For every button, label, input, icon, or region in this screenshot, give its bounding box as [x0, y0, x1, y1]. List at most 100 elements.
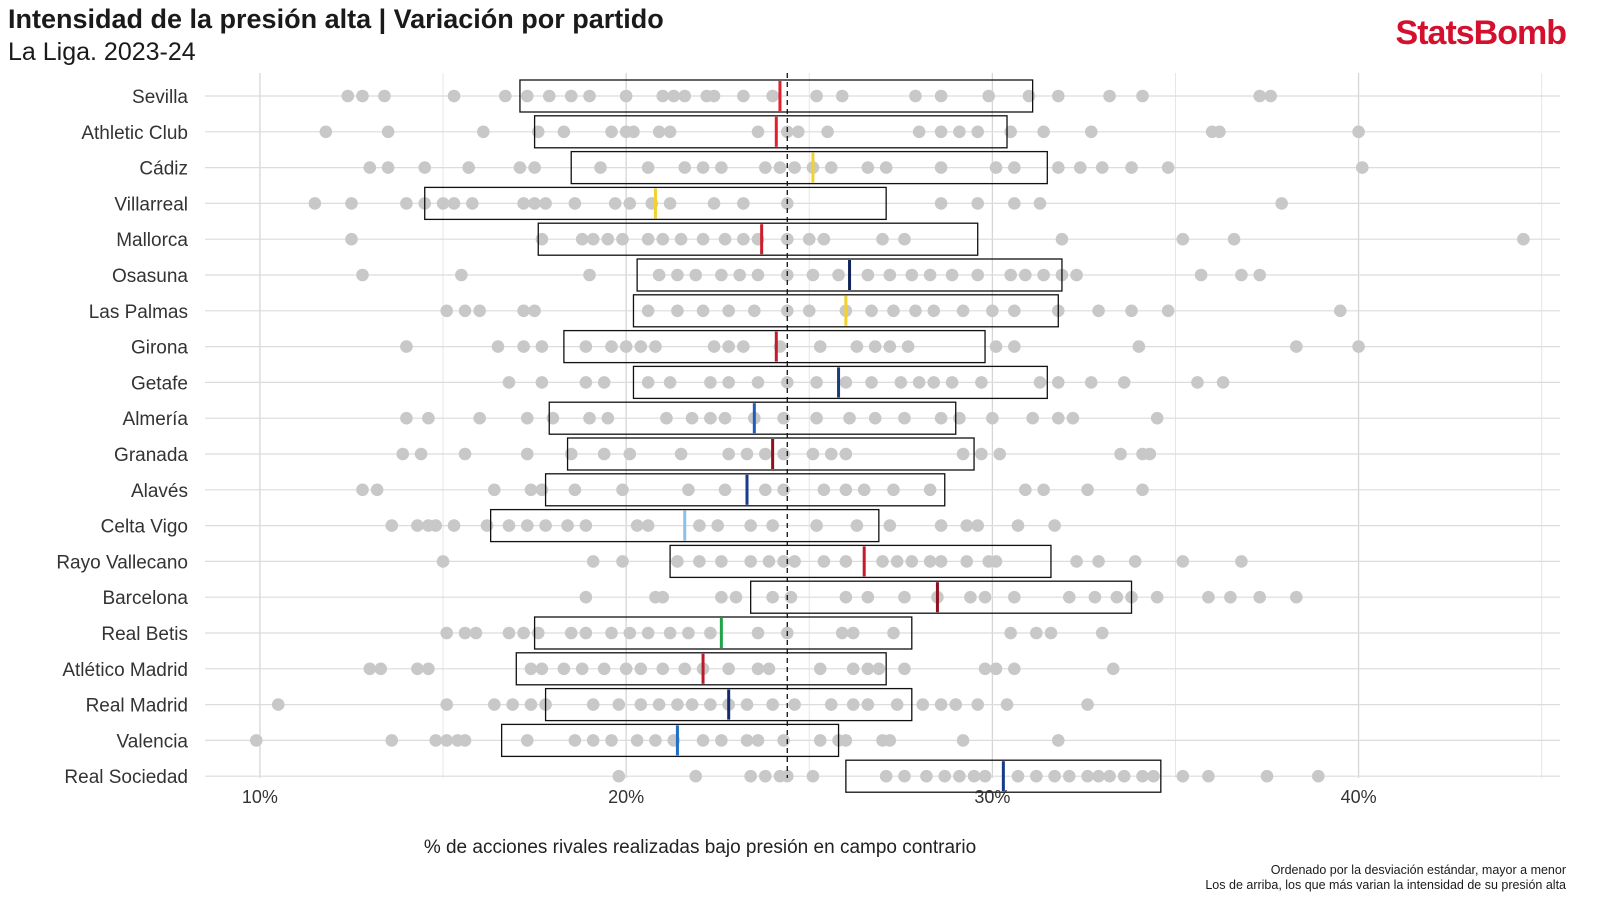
match-point	[671, 698, 684, 711]
match-point	[440, 304, 454, 318]
match-point	[1136, 89, 1149, 103]
match-point	[751, 662, 765, 676]
match-point	[345, 232, 358, 246]
match-point	[1117, 769, 1131, 783]
range-box	[750, 580, 1133, 614]
match-point	[674, 232, 688, 246]
match-point	[938, 769, 952, 783]
match-point	[1106, 662, 1120, 676]
match-point	[601, 232, 615, 246]
match-point	[696, 304, 710, 318]
match-point	[663, 626, 677, 640]
match-point	[370, 483, 384, 497]
match-point	[271, 698, 285, 711]
team-row: Valencia	[117, 723, 1065, 758]
match-point	[740, 698, 754, 711]
match-point	[1333, 304, 1347, 318]
match-point	[883, 734, 897, 747]
team-label: Atlético Madrid	[62, 660, 188, 681]
match-point	[542, 89, 556, 103]
match-point	[440, 734, 454, 747]
match-point	[605, 734, 618, 747]
match-point	[308, 197, 322, 210]
match-point	[1114, 447, 1127, 461]
match-point	[1227, 232, 1241, 246]
match-point	[649, 734, 662, 747]
match-point	[473, 304, 486, 318]
caption-line-2: Los de arriba, los que más varian la int…	[1205, 878, 1566, 892]
match-point	[802, 304, 816, 318]
match-point	[663, 376, 677, 389]
match-point	[905, 268, 919, 282]
match-point	[934, 161, 948, 174]
match-point	[656, 89, 670, 103]
team-row: Real Sociedad	[64, 759, 1325, 793]
match-point	[671, 304, 684, 318]
range-box	[845, 759, 1162, 793]
match-point	[1051, 734, 1065, 747]
match-point	[813, 662, 827, 676]
match-point	[898, 590, 911, 604]
match-point	[1022, 89, 1036, 103]
match-point	[777, 411, 790, 425]
match-point	[843, 411, 856, 425]
match-point	[788, 698, 801, 711]
match-point	[887, 483, 900, 497]
team-label: Girona	[131, 338, 188, 359]
team-row: Real Madrid	[86, 687, 1094, 722]
match-point	[1051, 161, 1065, 174]
match-point	[597, 376, 611, 389]
match-point	[839, 376, 853, 389]
match-point	[1352, 125, 1365, 139]
match-point	[956, 304, 970, 318]
match-point	[1026, 411, 1039, 425]
match-point	[1092, 769, 1105, 783]
match-point	[1073, 161, 1087, 174]
match-point	[1008, 662, 1021, 676]
match-point	[630, 519, 644, 532]
match-point	[429, 519, 443, 532]
match-point	[704, 698, 717, 711]
match-point	[619, 89, 633, 103]
range-box	[636, 258, 1063, 292]
match-point	[652, 268, 666, 282]
match-point	[1260, 769, 1274, 783]
match-point	[418, 161, 432, 174]
match-point	[806, 268, 820, 282]
match-point	[634, 698, 648, 711]
match-point	[923, 555, 937, 568]
match-point	[751, 268, 765, 282]
match-point	[839, 555, 853, 568]
team-row: Villarreal	[114, 186, 1288, 221]
match-point	[641, 304, 655, 318]
match-point	[535, 376, 549, 389]
match-point	[737, 89, 750, 103]
range-box	[544, 473, 946, 507]
match-point	[531, 125, 545, 139]
match-point	[912, 376, 926, 389]
match-point	[385, 519, 399, 532]
match-point	[751, 626, 765, 640]
team-label: Real Sociedad	[64, 767, 188, 788]
match-point	[839, 447, 853, 461]
match-point	[520, 734, 534, 747]
match-point	[1355, 161, 1369, 174]
statsbomb-logo: StatsBomb	[1395, 14, 1567, 52]
range-box	[500, 723, 840, 758]
match-point	[1352, 340, 1365, 353]
match-point	[923, 268, 937, 282]
match-point	[1264, 89, 1277, 103]
match-point	[971, 268, 985, 282]
match-point	[953, 411, 966, 425]
team-label: Real Betis	[101, 624, 188, 645]
match-point	[810, 411, 823, 425]
match-point	[1062, 590, 1076, 604]
team-label: Alavés	[131, 481, 188, 502]
match-point	[1011, 769, 1025, 783]
match-point	[641, 626, 655, 640]
match-point	[656, 662, 670, 676]
match-point	[480, 519, 494, 532]
match-point	[1117, 376, 1131, 389]
match-point	[1037, 125, 1050, 139]
match-point	[616, 232, 629, 246]
